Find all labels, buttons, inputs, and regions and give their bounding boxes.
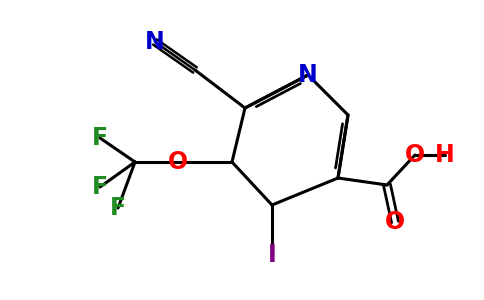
Text: F: F: [92, 175, 108, 199]
Text: O: O: [168, 150, 188, 174]
Text: N: N: [145, 30, 165, 54]
Text: O: O: [405, 143, 425, 167]
Text: H: H: [435, 143, 455, 167]
Text: O: O: [385, 210, 405, 234]
Text: N: N: [298, 63, 318, 87]
Text: F: F: [92, 126, 108, 150]
Text: F: F: [110, 196, 126, 220]
Text: I: I: [268, 243, 276, 267]
